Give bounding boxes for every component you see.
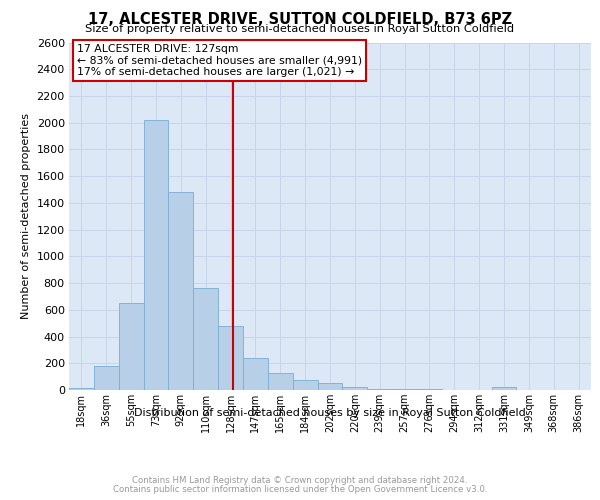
Bar bbox=[293, 380, 317, 390]
Bar bbox=[143, 120, 169, 390]
Bar bbox=[491, 388, 517, 390]
Bar bbox=[367, 388, 392, 390]
Text: 17, ALCESTER DRIVE, SUTTON COLDFIELD, B73 6PZ: 17, ALCESTER DRIVE, SUTTON COLDFIELD, B7… bbox=[88, 12, 512, 28]
Bar bbox=[268, 374, 293, 390]
Bar bbox=[193, 288, 218, 390]
Text: Size of property relative to semi-detached houses in Royal Sutton Coldfield: Size of property relative to semi-detach… bbox=[85, 24, 515, 34]
Bar bbox=[69, 388, 94, 390]
Text: 17 ALCESTER DRIVE: 127sqm
← 83% of semi-detached houses are smaller (4,991)
17% : 17 ALCESTER DRIVE: 127sqm ← 83% of semi-… bbox=[77, 44, 362, 78]
Bar bbox=[119, 303, 143, 390]
Text: Distribution of semi-detached houses by size in Royal Sutton Coldfield: Distribution of semi-detached houses by … bbox=[134, 408, 526, 418]
Bar bbox=[343, 388, 367, 390]
Bar bbox=[317, 384, 343, 390]
Text: Contains public sector information licensed under the Open Government Licence v3: Contains public sector information licen… bbox=[113, 485, 487, 494]
Bar bbox=[94, 366, 119, 390]
Bar bbox=[243, 358, 268, 390]
Bar bbox=[169, 192, 193, 390]
Bar bbox=[218, 326, 243, 390]
Y-axis label: Number of semi-detached properties: Number of semi-detached properties bbox=[21, 114, 31, 320]
Text: Contains HM Land Registry data © Crown copyright and database right 2024.: Contains HM Land Registry data © Crown c… bbox=[132, 476, 468, 485]
